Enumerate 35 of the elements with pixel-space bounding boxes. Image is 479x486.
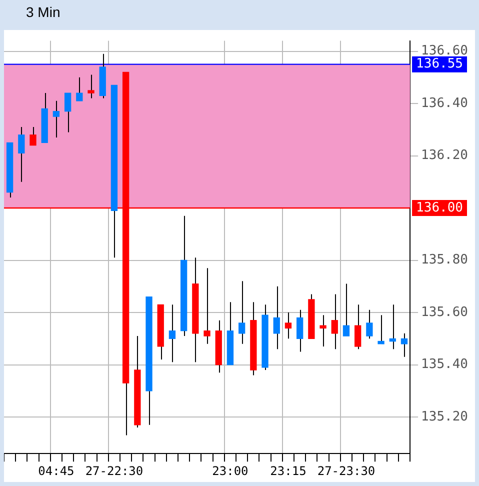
y-tick-label: 135.60 xyxy=(421,304,468,320)
candlestick xyxy=(238,280,246,344)
x-tick-label: 04:45 xyxy=(38,464,74,478)
x-tick-label: 23:15 xyxy=(270,464,306,478)
candlestick xyxy=(331,294,338,350)
candlestick xyxy=(88,74,94,99)
y-tick-label: 135.40 xyxy=(421,357,468,372)
x-tick-label: 23:00 xyxy=(212,464,248,478)
y-tick-label: 135.80 xyxy=(421,252,468,268)
candlestick xyxy=(76,76,83,102)
x-tick-label: 27-22:30 xyxy=(85,464,144,478)
candlestick xyxy=(389,304,396,350)
y-tick-label: 136.60 xyxy=(421,44,468,59)
candlestick xyxy=(273,286,280,350)
candlestick xyxy=(284,312,292,340)
candlestick xyxy=(354,304,362,350)
candlestick xyxy=(30,126,36,146)
x-tick-label: 27-23:30 xyxy=(317,464,376,478)
candlestick xyxy=(168,304,176,363)
ref-line-label: 136.55 xyxy=(416,56,464,72)
candlestick xyxy=(64,92,72,133)
ref-line-label: 136.00 xyxy=(416,200,464,216)
candlestick xyxy=(296,309,304,352)
candlestick xyxy=(366,309,373,340)
candlestick xyxy=(18,126,25,182)
candlestick xyxy=(52,100,60,138)
y-tick-label: 136.20 xyxy=(421,148,468,164)
y-tick-label: 136.40 xyxy=(421,96,468,111)
candlestick xyxy=(342,283,350,337)
chart-title: 3 Min xyxy=(25,3,62,22)
candlestick xyxy=(400,332,408,358)
candlestick xyxy=(320,314,326,347)
y-tick-label: 135.20 xyxy=(421,409,468,424)
candlestick xyxy=(378,314,384,344)
candlestick xyxy=(204,268,210,344)
